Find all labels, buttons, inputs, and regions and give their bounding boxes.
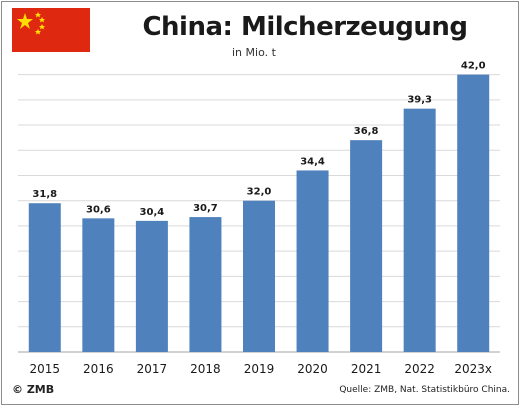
x-tick-label-2021: 2021 bbox=[351, 362, 382, 376]
bar-2022 bbox=[403, 108, 436, 352]
x-tick-label-2018: 2018 bbox=[190, 362, 221, 376]
x-tick-label-2022: 2022 bbox=[404, 362, 435, 376]
china-flag-icon bbox=[12, 8, 90, 52]
bar-2023x bbox=[457, 74, 490, 352]
data-label-2022: 39,3 bbox=[407, 95, 432, 106]
x-tick-label-2016: 2016 bbox=[83, 362, 114, 376]
bar-2015 bbox=[28, 203, 61, 352]
bar-2020 bbox=[296, 170, 329, 352]
bar-2017 bbox=[135, 220, 168, 352]
bar-2019 bbox=[243, 200, 275, 352]
data-label-2018: 30,7 bbox=[193, 203, 218, 214]
data-label-2016: 30,6 bbox=[86, 204, 111, 215]
data-label-2020: 34,4 bbox=[300, 156, 325, 167]
bar-2021 bbox=[350, 140, 383, 352]
data-label-2021: 36,8 bbox=[354, 126, 379, 137]
x-tick-label-2015: 2015 bbox=[30, 362, 61, 376]
data-label-2017: 30,4 bbox=[140, 207, 165, 218]
x-tick-label-2019: 2019 bbox=[244, 362, 275, 376]
bar-2016 bbox=[82, 218, 115, 352]
x-tick-label-2020: 2020 bbox=[297, 362, 328, 376]
unit-label: in Mio. t bbox=[232, 46, 276, 59]
bar-2018 bbox=[189, 217, 222, 352]
x-tick-label-2023x: 2023x bbox=[454, 362, 492, 376]
data-label-2023x: 42,0 bbox=[461, 61, 486, 72]
source-note: Quelle: ZMB, Nat. Statistikbüro China. bbox=[339, 385, 510, 395]
chart-title: China: Milcherzeugung bbox=[142, 12, 468, 42]
x-tick-label-2017: 2017 bbox=[137, 362, 168, 376]
data-label-2015: 31,8 bbox=[32, 189, 57, 200]
copyright-label: © ZMB bbox=[12, 383, 55, 396]
data-label-2019: 32,0 bbox=[247, 187, 272, 198]
